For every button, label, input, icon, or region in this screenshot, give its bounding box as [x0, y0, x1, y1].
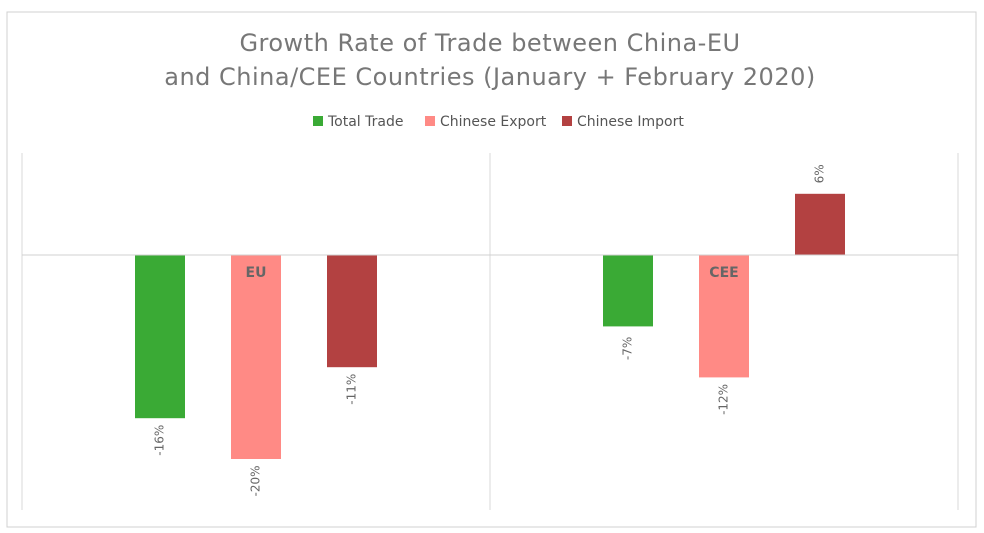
bar — [135, 255, 185, 419]
category-label: CEE — [709, 265, 738, 281]
bar — [795, 193, 845, 255]
legend-label: Total Trade — [327, 114, 403, 130]
legend-swatch — [562, 116, 572, 126]
legend-swatch — [313, 116, 323, 126]
value-label: -16% — [153, 425, 167, 456]
bar — [603, 255, 653, 327]
value-label: 6% — [813, 164, 827, 183]
bar — [231, 255, 281, 459]
chart-title: and China/CEE Countries (January + Febru… — [164, 63, 815, 91]
bar — [699, 255, 749, 378]
chart-title: Growth Rate of Trade between China-EU — [239, 29, 740, 57]
bar — [327, 255, 377, 368]
category-label: EU — [246, 265, 267, 281]
legend-label: Chinese Export — [440, 114, 547, 130]
legend-swatch — [425, 116, 435, 126]
value-label: -20% — [249, 465, 263, 496]
value-label: -7% — [621, 337, 635, 360]
value-label: -11% — [345, 374, 359, 405]
legend-label: Chinese Import — [577, 114, 684, 130]
value-label: -12% — [717, 384, 731, 415]
